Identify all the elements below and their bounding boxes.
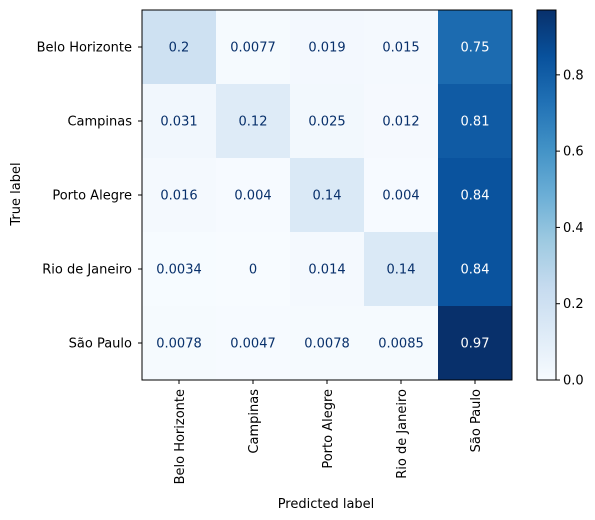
cell-value-label: 0.0078 — [304, 337, 350, 352]
cell-value-label: 0.75 — [461, 41, 490, 56]
x-tick-label: Rio de Janeiro — [395, 389, 410, 479]
colorbar-tick-label: 0.8 — [563, 68, 584, 83]
y-axis-ticks: Belo Horizonte Campinas Porto Alegre Rio de… — [37, 41, 142, 352]
colorbar-tick-label: 0.4 — [563, 221, 584, 236]
y-axis-label: True label — [9, 162, 24, 226]
cell-value-label: 0.14 — [387, 263, 416, 278]
cell-value-label: 0.015 — [382, 41, 419, 56]
cell-value-label: 0.2 — [169, 41, 190, 56]
cell-value-label: 0.025 — [308, 115, 345, 130]
cell-value-label: 0.12 — [239, 115, 268, 130]
cell-value-label: 0.016 — [160, 189, 197, 204]
x-axis-ticks: Belo Horizonte Campinas Porto Alegre Rio de… — [173, 380, 484, 484]
colorbar-tick-label: 0.6 — [563, 145, 584, 160]
cell-value-label: 0.84 — [461, 189, 490, 204]
cell-value-label: 0.0047 — [230, 337, 276, 352]
y-tick-label: Rio de Janeiro — [42, 263, 132, 278]
x-axis-label: Predicted label — [278, 497, 375, 512]
cell-value-label: 0.84 — [461, 263, 490, 278]
y-tick-label: Campinas — [67, 115, 132, 130]
colorbar-ticks: 0.0 0.2 0.4 0.6 0.8 — [556, 68, 584, 388]
x-tick-label: Belo Horizonte — [173, 389, 188, 484]
cell-value-label: 0.0085 — [378, 337, 424, 352]
x-tick-label: São Paulo — [469, 389, 484, 452]
cell-value-label: 0.012 — [382, 115, 419, 130]
cell-value-label: 0.97 — [461, 337, 490, 352]
cell-value-label: 0.0034 — [156, 263, 202, 278]
colorbar-tick-label: 0.2 — [563, 297, 584, 312]
colorbar-tick-label: 0.0 — [563, 374, 584, 389]
cell-value-label: 0.004 — [234, 189, 271, 204]
cell-value-label: 0.14 — [313, 189, 342, 204]
y-tick-label: Porto Alegre — [52, 189, 132, 204]
cell-value-label: 0.019 — [308, 41, 345, 56]
cell-value-label: 0.004 — [382, 189, 419, 204]
x-tick-label: Porto Alegre — [321, 389, 336, 469]
cell-value-label: 0 — [249, 263, 257, 278]
cell-value-label: 0.031 — [160, 115, 197, 130]
cell-value-label: 0.81 — [461, 115, 490, 130]
cell-value-label: 0.0078 — [156, 337, 202, 352]
x-tick-label: Campinas — [247, 389, 262, 454]
colorbar — [537, 10, 556, 380]
y-tick-label: São Paulo — [69, 337, 132, 352]
y-tick-label: Belo Horizonte — [37, 41, 132, 56]
cell-value-label: 0.014 — [308, 263, 345, 278]
cell-value-label: 0.0077 — [230, 41, 276, 56]
